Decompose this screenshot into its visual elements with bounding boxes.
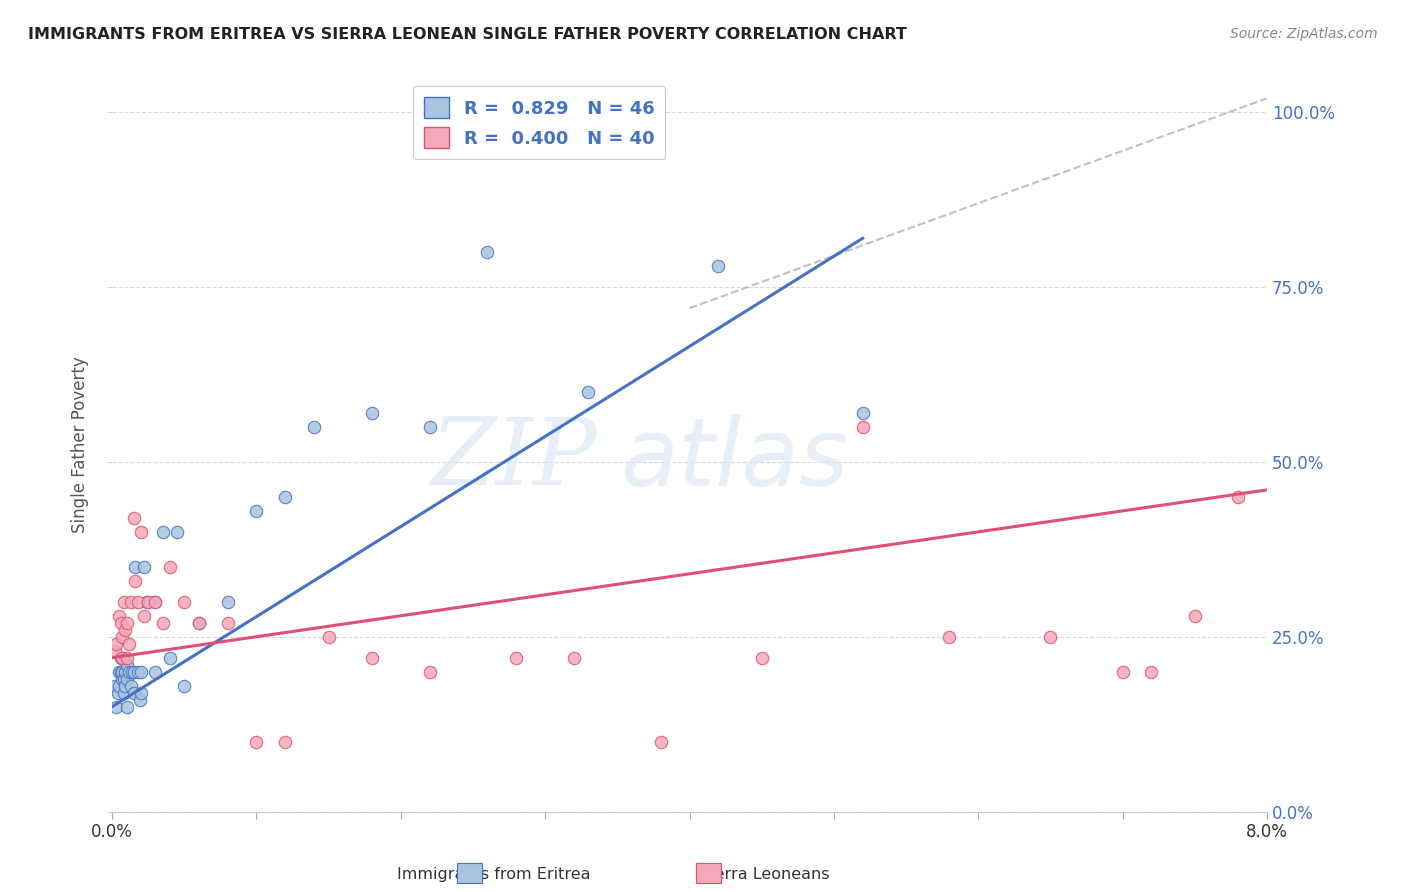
- Point: [112, 595, 135, 609]
- Point: [145, 595, 167, 609]
- Point: [145, 665, 167, 679]
- Point: [127, 595, 149, 609]
- Text: ZIP: ZIP: [430, 414, 598, 504]
- Point: [129, 686, 152, 700]
- Point: [477, 245, 499, 260]
- Point: [115, 699, 138, 714]
- Point: [108, 608, 131, 623]
- Y-axis label: Single Father Poverty: Single Father Poverty: [72, 356, 89, 533]
- Point: [127, 665, 149, 679]
- Point: [107, 686, 129, 700]
- Point: [578, 385, 600, 400]
- Point: [145, 595, 167, 609]
- Legend: R =  0.829   N = 46, R =  0.400   N = 40: R = 0.829 N = 46, R = 0.400 N = 40: [413, 87, 665, 159]
- Point: [166, 524, 188, 539]
- Point: [1039, 630, 1062, 644]
- Point: [274, 490, 297, 504]
- Point: [105, 699, 128, 714]
- Point: [128, 692, 150, 706]
- Point: [361, 650, 384, 665]
- Point: [132, 559, 155, 574]
- Point: [115, 657, 138, 672]
- Point: [114, 623, 136, 637]
- Point: [173, 595, 195, 609]
- Point: [1111, 665, 1133, 679]
- Text: IMMIGRANTS FROM ERITREA VS SIERRA LEONEAN SINGLE FATHER POVERTY CORRELATION CHAR: IMMIGRANTS FROM ERITREA VS SIERRA LEONEA…: [28, 27, 907, 42]
- Point: [650, 734, 672, 748]
- Point: [122, 686, 145, 700]
- Text: Sierra Leoneans: Sierra Leoneans: [700, 867, 830, 881]
- Point: [124, 559, 146, 574]
- Point: [135, 595, 157, 609]
- Point: [938, 630, 960, 644]
- Point: [112, 672, 135, 686]
- Point: [108, 665, 131, 679]
- Text: Source: ZipAtlas.com: Source: ZipAtlas.com: [1230, 27, 1378, 41]
- Point: [105, 637, 128, 651]
- Point: [159, 650, 181, 665]
- Point: [110, 650, 132, 665]
- Point: [751, 650, 773, 665]
- Point: [129, 524, 152, 539]
- Point: [111, 630, 134, 644]
- Point: [1184, 608, 1206, 623]
- Point: [124, 574, 146, 588]
- Point: [108, 679, 131, 693]
- Point: [115, 650, 138, 665]
- Point: [114, 665, 136, 679]
- Point: [115, 615, 138, 630]
- Point: [1140, 665, 1163, 679]
- Point: [187, 615, 209, 630]
- Point: [118, 637, 141, 651]
- Point: [114, 679, 136, 693]
- Point: [852, 406, 875, 420]
- Point: [120, 679, 142, 693]
- Point: [112, 650, 135, 665]
- Point: [152, 615, 174, 630]
- Point: [121, 665, 143, 679]
- Point: [122, 665, 145, 679]
- Point: [419, 420, 441, 434]
- Point: [129, 665, 152, 679]
- Point: [104, 679, 127, 693]
- Point: [115, 672, 138, 686]
- Text: Immigrants from Eritrea: Immigrants from Eritrea: [396, 867, 591, 881]
- Point: [110, 665, 132, 679]
- Point: [505, 650, 527, 665]
- Point: [104, 644, 127, 658]
- Point: [274, 734, 297, 748]
- Point: [1227, 490, 1250, 504]
- Point: [318, 630, 340, 644]
- Point: [111, 672, 134, 686]
- Point: [302, 420, 325, 434]
- Point: [132, 608, 155, 623]
- Point: [173, 679, 195, 693]
- Point: [136, 595, 159, 609]
- Point: [707, 259, 730, 273]
- Point: [111, 665, 134, 679]
- Point: [111, 650, 134, 665]
- Point: [562, 650, 585, 665]
- Point: [120, 595, 142, 609]
- Point: [152, 524, 174, 539]
- Point: [852, 420, 875, 434]
- Point: [112, 686, 135, 700]
- Point: [110, 615, 132, 630]
- Point: [122, 511, 145, 525]
- Text: atlas: atlas: [620, 414, 848, 505]
- Point: [217, 615, 239, 630]
- Point: [118, 665, 141, 679]
- Point: [217, 595, 239, 609]
- Point: [361, 406, 384, 420]
- Point: [245, 504, 267, 518]
- Point: [419, 665, 441, 679]
- Point: [245, 734, 267, 748]
- Point: [187, 615, 209, 630]
- Point: [159, 559, 181, 574]
